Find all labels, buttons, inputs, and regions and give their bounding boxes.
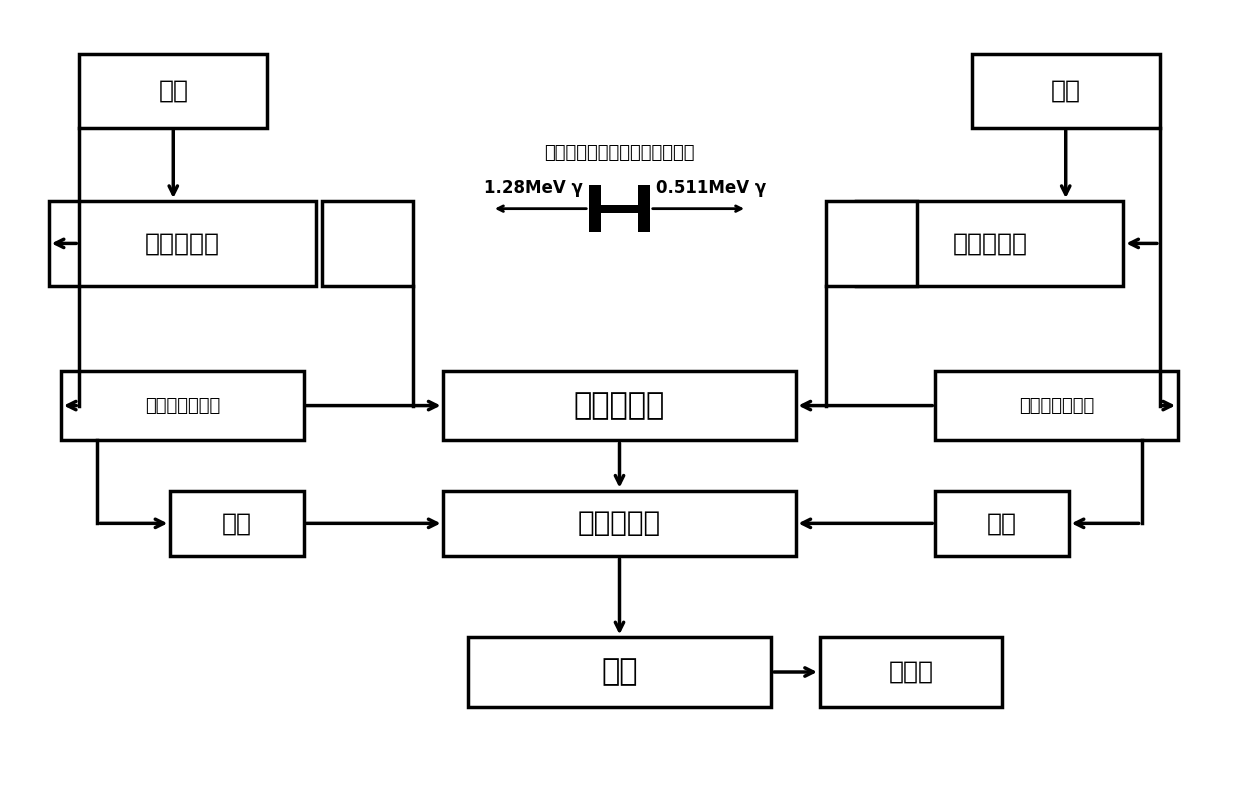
Bar (48, 201, 316, 286)
Text: 多道: 多道 (601, 657, 638, 686)
Bar (322, 201, 413, 286)
Bar (638, 185, 649, 232)
Bar (971, 54, 1160, 128)
Text: 延时: 延时 (222, 511, 252, 535)
Bar (444, 371, 795, 440)
Bar (444, 490, 795, 556)
Bar (820, 637, 1002, 707)
Text: 1.28MeV γ: 1.28MeV γ (484, 179, 584, 197)
Bar (467, 637, 771, 707)
Text: 快符合单元: 快符合单元 (574, 391, 665, 420)
Text: 延时: 延时 (987, 511, 1017, 535)
Bar (826, 201, 917, 286)
Bar (856, 201, 1124, 286)
Bar (589, 185, 601, 232)
Text: 高压: 高压 (159, 79, 188, 103)
Text: 时幅转换器: 时幅转换器 (577, 509, 662, 537)
Text: 正电子放射源及样品三明治结构: 正电子放射源及样品三明治结构 (544, 144, 695, 162)
Text: 恒比定时甄别器: 恒比定时甄别器 (145, 396, 221, 414)
Text: 0.511MeV γ: 0.511MeV γ (655, 179, 766, 197)
Bar (79, 54, 268, 128)
Text: 光电倍增管: 光电倍增管 (145, 232, 219, 255)
Bar (935, 371, 1178, 440)
Bar (935, 490, 1069, 556)
Bar (601, 205, 638, 213)
Text: 高压: 高压 (1051, 79, 1080, 103)
Text: 光电倍增管: 光电倍增管 (953, 232, 1027, 255)
Text: 上位机: 上位机 (888, 660, 933, 684)
Text: 恒比定时甄别器: 恒比定时甄别器 (1018, 396, 1094, 414)
Bar (170, 490, 304, 556)
Bar (61, 371, 304, 440)
